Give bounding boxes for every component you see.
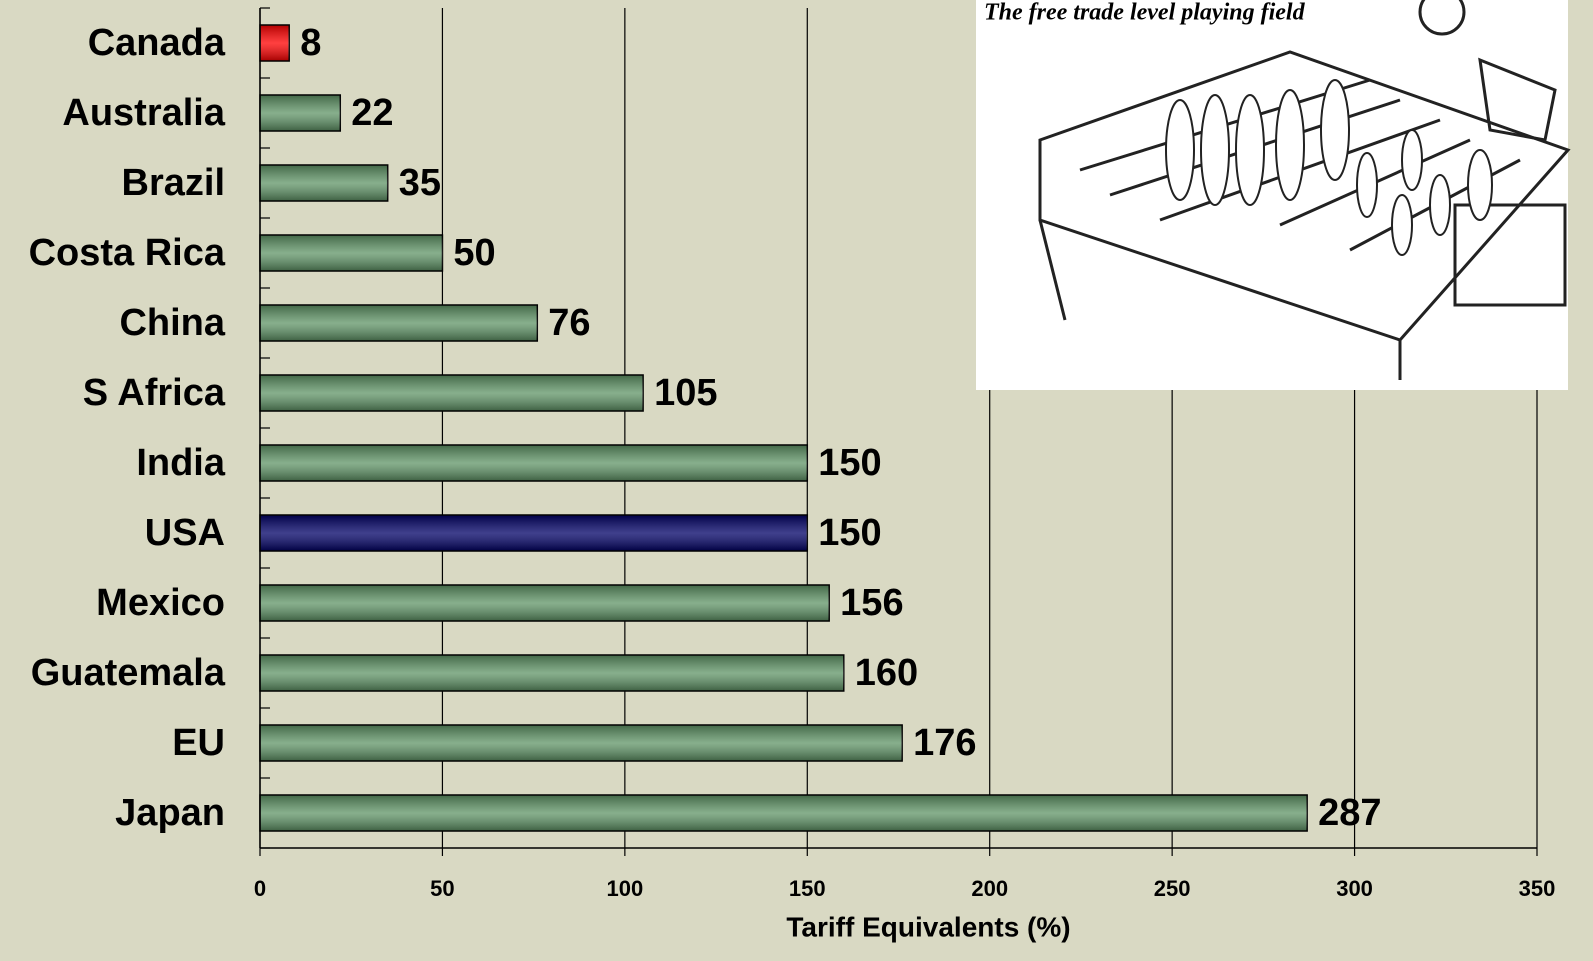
y-tick-label: EU [172,722,225,764]
bar-shade [260,25,290,61]
x-tick-label: 50 [430,876,454,901]
value-label: 35 [399,162,441,204]
value-label: 176 [913,722,976,764]
y-tick-label: India [136,442,226,484]
x-tick-label: 350 [1519,876,1556,901]
bar-shade [260,235,443,271]
value-label: 105 [654,372,717,414]
y-tick-label: Japan [115,792,225,834]
y-tick-label: Australia [62,92,225,134]
x-tick-label: 250 [1154,876,1191,901]
value-label: 76 [548,302,590,344]
y-tick-label: USA [145,512,225,554]
x-tick-label: 300 [1336,876,1373,901]
bar-shade [260,305,538,341]
x-tick-label: 0 [254,876,266,901]
value-label: 50 [453,232,495,274]
x-tick-label: 100 [606,876,643,901]
bar-shade [260,445,808,481]
value-label: 8 [300,22,321,64]
x-tick-label: 150 [789,876,826,901]
x-tick-label: 200 [971,876,1008,901]
y-tick-label: Guatemala [31,652,226,694]
y-tick-label: Costa Rica [29,232,226,274]
x-axis-title: Tariff Equivalents (%) [786,911,1070,942]
value-label: 156 [840,582,903,624]
bar-shade [260,725,903,761]
bar-shade [260,375,644,411]
cartoon: The free trade level playing field [976,0,1571,390]
value-label: 287 [1318,792,1381,834]
bar-shade [260,795,1308,831]
value-label: 22 [351,92,393,134]
y-tick-label: China [119,302,225,344]
y-tick-label: Canada [88,22,226,64]
value-label: 150 [818,512,881,554]
value-label: 160 [855,652,918,694]
y-tick-label: Brazil [122,162,225,204]
cartoon-caption: The free trade level playing field [984,0,1306,26]
value-label: 150 [818,442,881,484]
bar-shade [260,95,341,131]
y-tick-label: S Africa [83,372,226,414]
bar-shade [260,515,808,551]
bar-shade [260,655,844,691]
y-tick-label: Mexico [96,582,225,624]
bar-shade [260,585,830,621]
bar-shade [260,165,388,201]
